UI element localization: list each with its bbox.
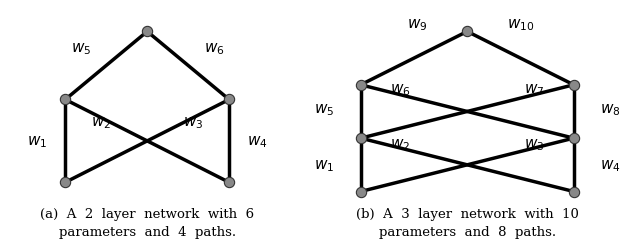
Text: $w_1$: $w_1$ [27, 134, 47, 150]
Text: $w_6$: $w_6$ [204, 42, 224, 57]
Text: (a)  A  2  layer  network  with  6: (a) A 2 layer network with 6 [40, 208, 254, 221]
Point [60, 180, 70, 184]
Point [356, 136, 366, 140]
Text: $w_5$: $w_5$ [314, 103, 334, 118]
Text: $w_5$: $w_5$ [70, 42, 91, 57]
Text: parameters  and  8  paths.: parameters and 8 paths. [379, 226, 556, 239]
Point [568, 83, 579, 87]
Text: $w_3$: $w_3$ [183, 116, 204, 131]
Point [462, 30, 472, 34]
Text: (b)  A  3  layer  network  with  10: (b) A 3 layer network with 10 [356, 208, 579, 221]
Text: $w_2$: $w_2$ [92, 116, 111, 131]
Text: $w_6$: $w_6$ [390, 82, 411, 98]
Text: $w_2$: $w_2$ [390, 138, 411, 153]
Point [356, 83, 366, 87]
Point [142, 30, 152, 34]
Point [568, 136, 579, 140]
Point [224, 180, 234, 184]
Text: $w_8$: $w_8$ [600, 103, 621, 118]
Text: $w_7$: $w_7$ [524, 82, 544, 98]
Point [356, 190, 366, 194]
Text: $w_{10}$: $w_{10}$ [507, 18, 534, 33]
Text: $w_3$: $w_3$ [524, 138, 544, 153]
Point [60, 98, 70, 102]
Point [568, 190, 579, 194]
Text: parameters  and  4  paths.: parameters and 4 paths. [59, 226, 236, 239]
Text: $w_9$: $w_9$ [407, 18, 428, 33]
Text: $w_4$: $w_4$ [247, 134, 268, 150]
Text: $w_1$: $w_1$ [314, 158, 334, 174]
Point [224, 98, 234, 102]
Text: $w_4$: $w_4$ [600, 158, 621, 174]
